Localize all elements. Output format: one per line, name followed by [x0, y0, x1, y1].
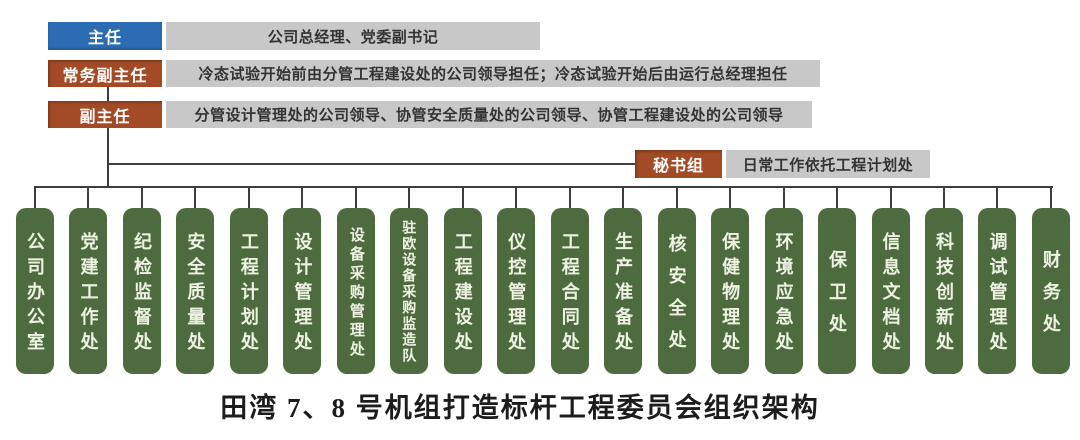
department-item: 工程合同处: [550, 186, 589, 374]
department-box: 纪检监督处: [122, 208, 161, 374]
department-box: 党建工作处: [69, 208, 108, 374]
role-desc-director: 公司总经理、党委副书记: [166, 22, 540, 50]
department-box: 调试管理处: [978, 208, 1017, 374]
department-label: 工程计划处: [238, 232, 259, 357]
department-item: 仪控管理处: [497, 186, 536, 374]
department-label: 驻欧设备采购监造队: [401, 220, 418, 364]
department-item: 科技创新处: [924, 186, 963, 374]
connector-stub: [301, 186, 304, 208]
department-item: 驻欧设备采购监造队: [390, 186, 429, 374]
connector-main-vertical: [107, 128, 109, 188]
department-label: 财务处: [1040, 250, 1061, 346]
department-item: 核安全处: [657, 186, 696, 374]
connector-stub: [461, 186, 464, 208]
department-item: 财务处: [1031, 186, 1070, 374]
connector-stub: [515, 186, 518, 208]
connector-stub: [1049, 186, 1052, 208]
department-item: 调试管理处: [978, 186, 1017, 374]
department-label: 生产准备处: [613, 232, 634, 357]
department-item: 工程建设处: [443, 186, 482, 374]
connector-stub: [836, 186, 839, 208]
department-label: 工程建设处: [452, 232, 473, 357]
department-item: 保卫处: [818, 186, 857, 374]
connector-stub: [889, 186, 892, 208]
connector-stub: [87, 186, 90, 208]
department-item: 设备采购管理处: [336, 186, 375, 374]
department-box: 生产准备处: [604, 208, 643, 374]
department-box: 工程建设处: [443, 208, 482, 374]
department-item: 信息文档处: [871, 186, 910, 374]
connector-stub: [194, 186, 197, 208]
connector-stub: [996, 186, 999, 208]
chart-caption: 田湾 7、8 号机组打造标杆工程委员会组织架构: [220, 393, 820, 423]
connector-stub: [942, 186, 945, 208]
connector-stub: [140, 186, 143, 208]
connector-stub: [568, 186, 571, 208]
department-label: 保卫处: [827, 250, 848, 346]
connector-stub: [782, 186, 785, 208]
department-item: 设计管理处: [283, 186, 322, 374]
connector-stub: [622, 186, 625, 208]
role-desc-executive-deputy-director: 冷态试验开始前由分管工程建设处的公司领导担任；冷态试验开始后由运行总经理担任: [166, 60, 820, 87]
department-label: 核安全处: [666, 234, 687, 362]
department-item: 工程计划处: [229, 186, 268, 374]
connector-stub: [34, 186, 36, 208]
department-label: 党建工作处: [78, 232, 99, 357]
department-box: 设备采购管理处: [336, 208, 375, 374]
role-box-director: 主任: [48, 22, 162, 50]
department-box: 财务处: [1031, 208, 1070, 374]
department-item: 党建工作处: [69, 186, 108, 374]
connector-deputy-vertical: [107, 87, 109, 101]
department-label: 设备采购管理处: [347, 226, 365, 360]
department-label: 纪检监督处: [131, 232, 152, 357]
department-box: 安全质量处: [176, 208, 215, 374]
department-box: 设计管理处: [283, 208, 322, 374]
department-label: 仪控管理处: [506, 232, 527, 357]
department-box: 环境应急处: [764, 208, 803, 374]
connector-stub: [247, 186, 250, 208]
department-label: 保健物理处: [720, 232, 741, 357]
department-label: 安全质量处: [185, 232, 206, 357]
department-label: 环境应急处: [773, 232, 794, 357]
department-box: 驻欧设备采购监造队: [390, 208, 429, 374]
department-label: 调试管理处: [987, 232, 1008, 357]
department-label: 设计管理处: [292, 232, 313, 357]
department-item: 保健物理处: [711, 186, 750, 374]
department-box: 科技创新处: [924, 208, 963, 374]
department-box: 核安全处: [657, 208, 696, 374]
connector-secretary-horizontal: [107, 163, 635, 165]
department-label: 公司办公室: [25, 232, 45, 357]
department-item: 环境应急处: [764, 186, 803, 374]
connector-stub: [408, 186, 411, 208]
department-row: 公司办公室 党建工作处 纪检监督处 安全质量处: [16, 186, 1070, 374]
department-item: 公司办公室: [16, 186, 54, 374]
role-box-executive-deputy-director: 常务副主任: [48, 60, 162, 87]
department-box: 信息文档处: [871, 208, 910, 374]
connector-stub: [729, 186, 732, 208]
role-desc-deputy-director: 分管设计管理处的公司领导、协管安全质量处的公司领导、协管工程建设处的公司领导: [166, 101, 812, 128]
department-label: 工程合同处: [559, 232, 580, 357]
department-box: 保健物理处: [711, 208, 750, 374]
department-box: 仪控管理处: [497, 208, 536, 374]
department-label: 科技创新处: [933, 232, 954, 357]
role-desc-secretary-group: 日常工作依托工程计划处: [726, 150, 930, 178]
department-box: 工程合同处: [550, 208, 589, 374]
connector-bus-horizontal: [35, 186, 1053, 188]
department-box: 公司办公室: [16, 208, 54, 374]
department-box: 保卫处: [818, 208, 857, 374]
connector-stub: [354, 186, 357, 208]
role-box-deputy-director: 副主任: [48, 101, 162, 128]
department-label: 信息文档处: [880, 232, 901, 357]
department-item: 生产准备处: [604, 186, 643, 374]
department-box: 工程计划处: [229, 208, 268, 374]
department-item: 纪检监督处: [122, 186, 161, 374]
department-item: 安全质量处: [176, 186, 215, 374]
role-box-secretary-group: 秘书组: [635, 150, 722, 178]
connector-stub: [675, 186, 678, 208]
